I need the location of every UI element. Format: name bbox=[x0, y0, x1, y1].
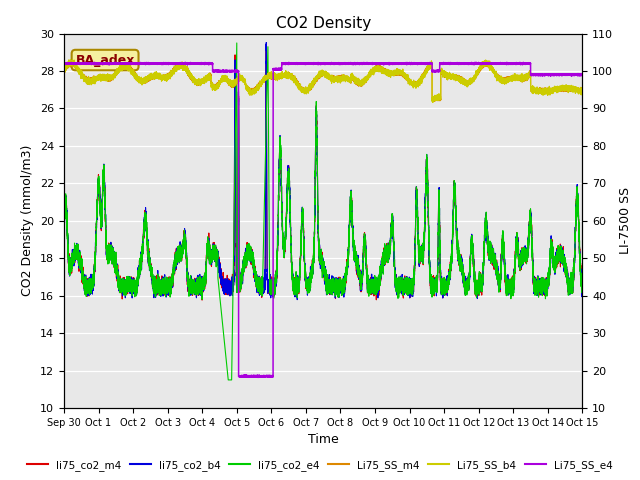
X-axis label: Time: Time bbox=[308, 433, 339, 446]
Title: CO2 Density: CO2 Density bbox=[276, 16, 371, 31]
Y-axis label: CO2 Density (mmol/m3): CO2 Density (mmol/m3) bbox=[22, 145, 35, 297]
Legend: li75_co2_m4, li75_co2_b4, li75_co2_e4, Li75_SS_m4, Li75_SS_b4, Li75_SS_e4: li75_co2_m4, li75_co2_b4, li75_co2_e4, L… bbox=[23, 456, 617, 475]
Text: BA_adex: BA_adex bbox=[76, 54, 135, 67]
Y-axis label: LI-7500 SS: LI-7500 SS bbox=[619, 187, 632, 254]
